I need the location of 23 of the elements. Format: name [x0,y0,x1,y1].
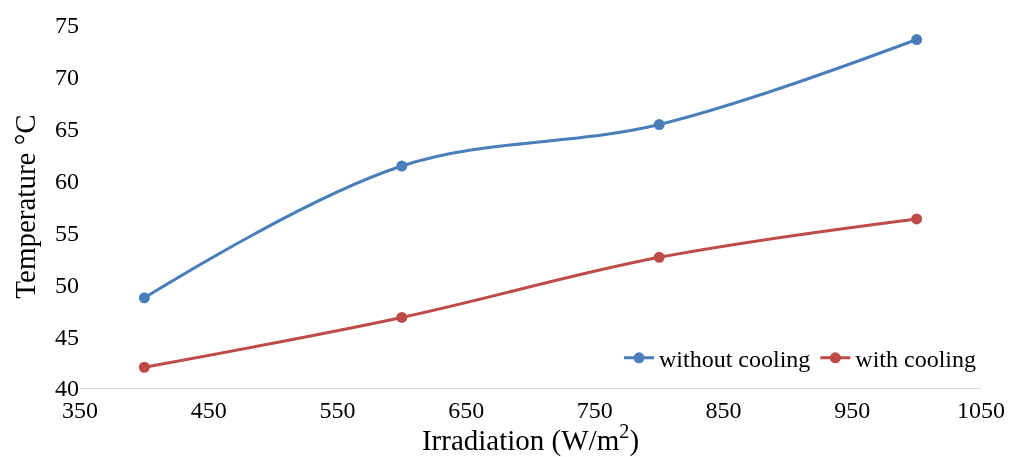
point [396,160,408,172]
x-tick-label: 850 [705,396,742,423]
point [911,213,923,225]
y-axis-title: Temperature °C [9,114,42,299]
y-tick-label: 50 [55,271,79,298]
y-tick-label: 65 [55,116,79,143]
y-tick-label: 70 [55,64,79,91]
y-tick-label: 75 [55,12,79,39]
x-tick-label: 450 [190,396,227,423]
legend-label: with cooling [855,346,976,373]
x-tick-label: 1050 [957,396,1005,423]
y-tick-label: 45 [55,323,79,350]
y-tick-label: 60 [55,167,79,194]
x-tick-label: 950 [834,396,871,423]
point [911,34,923,46]
point [138,361,150,373]
point [653,119,665,131]
point [396,311,408,323]
x-tick-label: 550 [319,396,356,423]
point [653,251,665,263]
legend-label: without cooling [659,346,811,373]
y-tick-label: 55 [55,219,79,246]
point [138,292,150,304]
